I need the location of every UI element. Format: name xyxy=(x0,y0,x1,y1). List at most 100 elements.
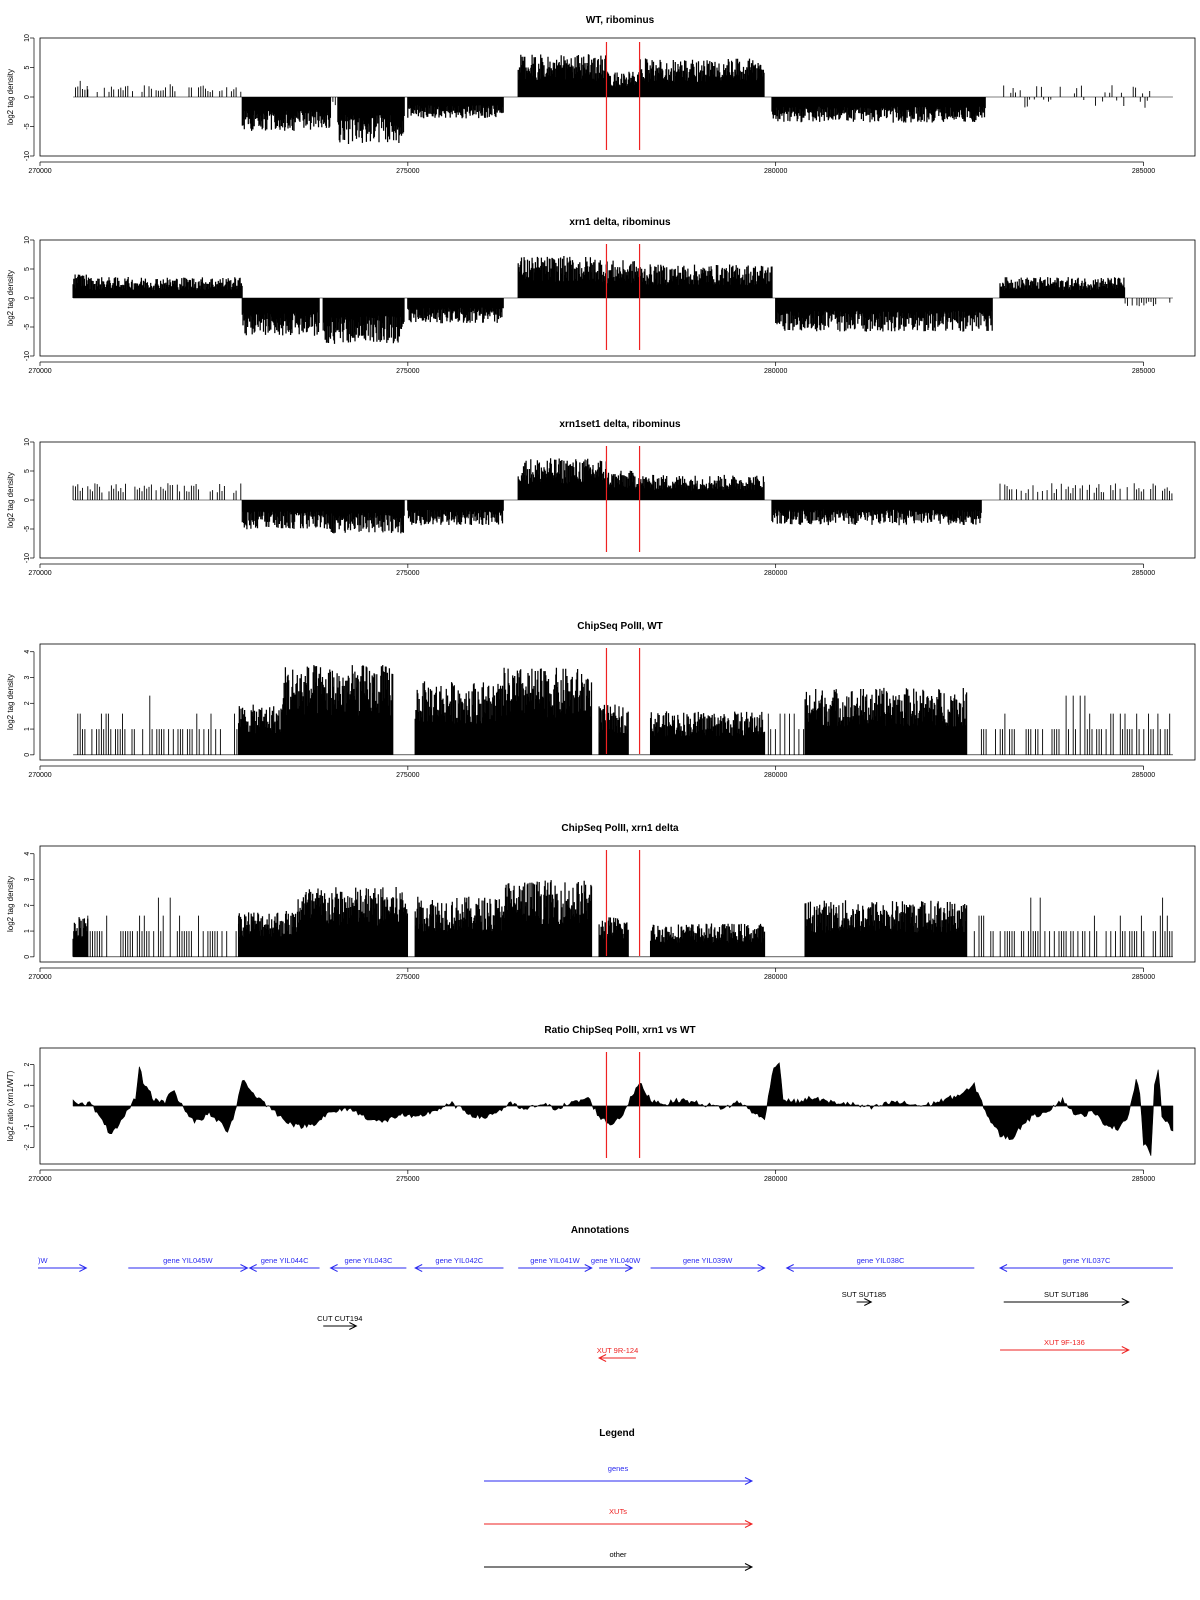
chart-title: xrn1set1 delta, ribominus xyxy=(559,419,681,430)
plot-frame xyxy=(39,239,1196,357)
coverage-bars xyxy=(407,97,504,119)
y-tick-label: 0 xyxy=(24,498,31,502)
coverage-bars xyxy=(337,97,405,144)
coverage-bars xyxy=(87,483,242,500)
arrow-head xyxy=(998,1264,1008,1272)
coverage-bars xyxy=(72,274,89,298)
arrow-head xyxy=(757,1264,766,1272)
legend-label: XUTs xyxy=(609,1507,627,1516)
y-tick-label: -10 xyxy=(24,553,31,563)
x-tick-label: 275000 xyxy=(396,570,419,577)
annotation-label: gene YIL039W xyxy=(683,1256,733,1265)
x-tick-label: 270000 xyxy=(28,570,51,577)
coverage-segment-4 xyxy=(330,97,336,106)
y-tick-label: 2 xyxy=(24,701,31,705)
chart-title: Ratio ChipSeq PolII, xrn1 vs WT xyxy=(544,1025,695,1036)
coverage-bars xyxy=(241,97,332,131)
plot-frame xyxy=(39,37,1196,157)
arrow-head xyxy=(624,1264,634,1272)
x-tick-label: 280000 xyxy=(764,1176,787,1183)
coverage-segment-1 xyxy=(72,274,89,298)
coverage-bars xyxy=(322,298,405,344)
coverage-segment-6 xyxy=(517,458,607,500)
coverage-segment-7 xyxy=(605,260,641,298)
coverage-segment-1 xyxy=(77,713,135,755)
coverage-bars xyxy=(330,97,336,106)
coverage-segment-11 xyxy=(1003,85,1151,108)
x-tick-label: 275000 xyxy=(396,368,419,375)
coverage-segment-5 xyxy=(414,896,504,957)
x-tick-label: 285000 xyxy=(1132,368,1155,375)
coverage-segment-3 xyxy=(237,704,283,755)
y-axis-label: log2 tag density xyxy=(6,876,15,932)
y-axis-label: log2 tag density xyxy=(6,472,15,528)
annotation-gene-1-2: gene YIL045W xyxy=(128,1256,249,1272)
arrow-head xyxy=(79,1264,88,1272)
annotation-label: gene YIL037C xyxy=(1063,1256,1111,1265)
coverage-bars xyxy=(142,695,238,755)
annotation-label: XUT 9R-124 xyxy=(597,1346,639,1355)
coverage-bars xyxy=(605,260,641,298)
plot-frame xyxy=(39,845,1196,963)
annotation-label: gene YIL042C xyxy=(435,1256,483,1265)
chart-panel-3: xrn1set1 delta, ribominus 10 5 0 -5 -10 log2 t… xyxy=(6,419,1196,577)
annotation-xut-5-1: XUT 9R-124 xyxy=(597,1346,639,1362)
x-tick-label: 275000 xyxy=(396,772,419,779)
y-tick-label: 0 xyxy=(24,95,31,99)
coverage-bars xyxy=(72,484,83,500)
coverage-segment-9 xyxy=(638,58,765,97)
coverage-bars xyxy=(804,687,968,755)
y-axis-label: log2 tag density xyxy=(6,674,15,730)
y-tick-label: -1 xyxy=(24,1124,31,1130)
chart-panel-1: WT, ribominus 10 5 0 -5 -10 log2 tag density 27… xyxy=(6,15,1196,175)
coverage-segment-5 xyxy=(407,298,504,324)
arrow-head xyxy=(329,1264,338,1272)
coverage-bars xyxy=(649,711,766,755)
y-tick-label: -5 xyxy=(24,123,31,129)
coverage-bars xyxy=(407,500,504,526)
chart-panel-6: Ratio ChipSeq PolII, xrn1 vs WT 2 1 0 -1 -2 lo… xyxy=(6,1025,1196,1183)
legend-item-other: other xyxy=(484,1550,754,1571)
y-tick-label: -2 xyxy=(24,1144,31,1150)
y-tick-label: 2 xyxy=(24,1063,31,1067)
coverage-segment-10 xyxy=(804,687,968,755)
annotation-label: XUT 9F-136 xyxy=(1044,1338,1085,1347)
y-tick-label: 5 xyxy=(24,469,31,473)
coverage-segment-3 xyxy=(241,298,320,336)
y-tick-label: 1 xyxy=(24,1083,31,1087)
arrow-head xyxy=(240,1264,249,1272)
annotation-label: )W xyxy=(38,1256,48,1265)
y-tick-label: -5 xyxy=(24,526,31,532)
coverage-bars xyxy=(502,880,593,957)
annotation-label: SUT SUT186 xyxy=(1044,1290,1088,1299)
coverage-bars xyxy=(241,500,332,530)
y-tick-label: 10 xyxy=(24,34,31,42)
coverage-segment-10 xyxy=(771,97,986,123)
legend-label: genes xyxy=(608,1464,629,1473)
annotation-other-3-1: CUT CUT194 xyxy=(317,1314,362,1330)
coverage-bars xyxy=(598,704,629,755)
y-tick-label: 0 xyxy=(24,296,31,300)
arrow-head xyxy=(864,1298,873,1306)
annotation-gene-1-10: gene YIL037C xyxy=(998,1256,1173,1272)
annotation-label: gene YIL045W xyxy=(163,1256,213,1265)
coverage-segment-2 xyxy=(87,483,242,500)
legend-item-gene: genes xyxy=(484,1464,754,1485)
coverage-segment-4 xyxy=(282,665,394,755)
annotation-gene-1-6: gene YIL041W xyxy=(518,1256,593,1272)
coverage-segment-10 xyxy=(999,277,1126,298)
coverage-bars xyxy=(999,277,1126,298)
y-tick-label: 5 xyxy=(24,65,31,69)
chart-panel-5: ChipSeq PolII, xrn1 delta 4 3 2 1 0 log2 tag d… xyxy=(6,823,1196,981)
y-tick-label: 3 xyxy=(24,877,31,881)
annotation-other-2-1: SUT SUT185 xyxy=(842,1290,886,1306)
y-tick-label: 5 xyxy=(24,267,31,271)
coverage-bars xyxy=(72,917,89,957)
x-tick-label: 280000 xyxy=(764,168,787,175)
coverage-bars xyxy=(638,264,773,298)
annotations-title: Annotations xyxy=(571,1225,630,1236)
coverage-segment-8 xyxy=(649,711,766,755)
coverage-bars xyxy=(980,695,1171,755)
arrow-head xyxy=(1121,1298,1130,1306)
